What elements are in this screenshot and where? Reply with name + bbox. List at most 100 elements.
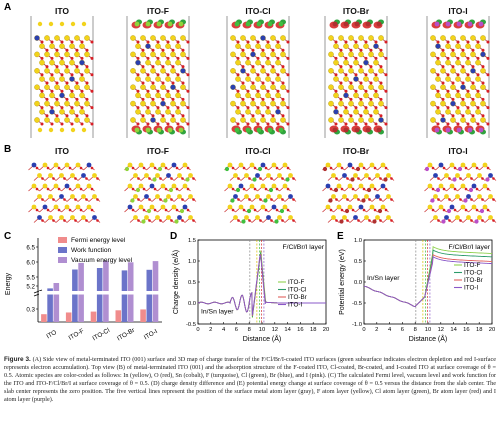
y-axis-label: Charge density (e/Å) bbox=[171, 250, 180, 314]
in-atom bbox=[165, 92, 171, 99]
in-atom bbox=[455, 76, 461, 82]
in-atom bbox=[39, 109, 45, 115]
o-atom bbox=[275, 208, 279, 212]
in-atom bbox=[84, 84, 90, 90]
sn-atom bbox=[59, 194, 64, 199]
o-atom bbox=[364, 122, 368, 126]
side-view-structure bbox=[226, 16, 290, 138]
o-atom bbox=[271, 48, 275, 52]
o-atom bbox=[186, 89, 190, 93]
in-atom bbox=[450, 35, 456, 41]
sn-atom bbox=[170, 84, 176, 90]
o-atom bbox=[148, 177, 151, 180]
o-atom bbox=[451, 97, 455, 101]
panel-b-title-ito-br: ITO-Br bbox=[342, 146, 370, 156]
o-atom bbox=[334, 40, 338, 44]
sn-atom bbox=[233, 194, 238, 199]
x-tick-label: 20 bbox=[323, 327, 329, 333]
o-atom bbox=[335, 198, 338, 201]
o-atom bbox=[354, 89, 358, 93]
in-atom bbox=[175, 92, 181, 99]
o-atom bbox=[241, 65, 245, 69]
o-atom bbox=[35, 208, 39, 212]
o-atom bbox=[349, 48, 353, 52]
x-tick-label: 12 bbox=[438, 327, 444, 333]
in-atom bbox=[482, 204, 488, 210]
legend-label: ITO-I bbox=[464, 285, 478, 292]
o-atom bbox=[476, 89, 480, 93]
o-atom bbox=[80, 40, 84, 44]
o-atom bbox=[68, 166, 72, 170]
in-atom bbox=[433, 215, 438, 220]
panel-b-title-ito-cl: ITO-Cl bbox=[245, 146, 271, 156]
y-tick-label: 5.5 bbox=[26, 275, 35, 282]
in-atom bbox=[130, 68, 136, 74]
o-atom bbox=[137, 198, 140, 201]
o-atom bbox=[65, 97, 69, 101]
o-atom bbox=[271, 97, 275, 101]
surface-adsorbate-atom bbox=[467, 127, 473, 133]
in-atom bbox=[477, 194, 482, 199]
in-atom bbox=[455, 59, 461, 66]
sn-atom bbox=[37, 215, 42, 220]
in-atom bbox=[471, 204, 477, 210]
in-atom bbox=[69, 92, 75, 99]
o-atom bbox=[374, 40, 378, 44]
o-atom bbox=[368, 198, 371, 201]
in-atom bbox=[177, 173, 182, 178]
o-atom bbox=[470, 198, 473, 201]
panel-c-bar-chart: 0.3 5.2 5.5 6.0 6.5 Energy ITO ITO-F ITO-Cl ITO-B… bbox=[5, 237, 162, 342]
o-atom bbox=[90, 106, 94, 110]
o-atom bbox=[63, 198, 66, 201]
in-atom bbox=[378, 68, 384, 74]
o-atom bbox=[55, 97, 59, 101]
x-tick-label: 16 bbox=[297, 327, 303, 333]
sn-atom bbox=[149, 183, 155, 189]
sn-atom bbox=[466, 194, 471, 199]
in-atom bbox=[255, 109, 261, 115]
o-atom bbox=[137, 177, 140, 180]
in-atom bbox=[328, 117, 334, 123]
surface-adsorbate-atom bbox=[141, 219, 146, 224]
o-atom bbox=[80, 56, 84, 60]
o-atom bbox=[451, 48, 455, 52]
in-atom bbox=[64, 84, 70, 90]
in-atom bbox=[328, 84, 334, 90]
in-atom bbox=[373, 76, 379, 82]
in-atom bbox=[358, 117, 364, 123]
surface-adsorbate-atom bbox=[350, 177, 355, 182]
o-atom bbox=[437, 198, 440, 201]
o-atom bbox=[461, 65, 465, 69]
o-atom bbox=[171, 65, 175, 69]
o-atom bbox=[339, 114, 343, 118]
surface-adsorbate-atom bbox=[332, 127, 338, 133]
in-atom bbox=[270, 84, 276, 90]
x-tick-label: 14 bbox=[450, 327, 457, 333]
in-atom bbox=[235, 43, 241, 49]
sn-atom bbox=[171, 162, 177, 168]
in-atom bbox=[69, 59, 75, 66]
o-atom bbox=[384, 89, 388, 93]
in-atom bbox=[175, 43, 181, 49]
in-atom bbox=[149, 162, 155, 168]
in-atom bbox=[144, 215, 149, 220]
surface-adsorbate-atom bbox=[245, 127, 251, 133]
o-atom bbox=[166, 106, 170, 110]
in-atom bbox=[92, 173, 97, 178]
surface-adsorbate-atom bbox=[376, 127, 382, 133]
in-atom bbox=[44, 51, 50, 58]
in-atom bbox=[92, 194, 97, 199]
in-atom bbox=[480, 100, 486, 107]
o-atom bbox=[251, 81, 255, 85]
o-atom bbox=[335, 177, 338, 180]
in-atom bbox=[358, 183, 364, 189]
o-atom bbox=[142, 166, 146, 170]
o-atom bbox=[80, 122, 84, 126]
o-atom bbox=[481, 198, 484, 201]
surface-adsorbate-atom bbox=[344, 208, 350, 214]
o-atom bbox=[281, 219, 284, 222]
o-atom bbox=[286, 208, 290, 212]
in-atom bbox=[64, 35, 70, 41]
o-atom bbox=[192, 198, 195, 201]
surface-adsorbate-atom bbox=[434, 21, 440, 27]
